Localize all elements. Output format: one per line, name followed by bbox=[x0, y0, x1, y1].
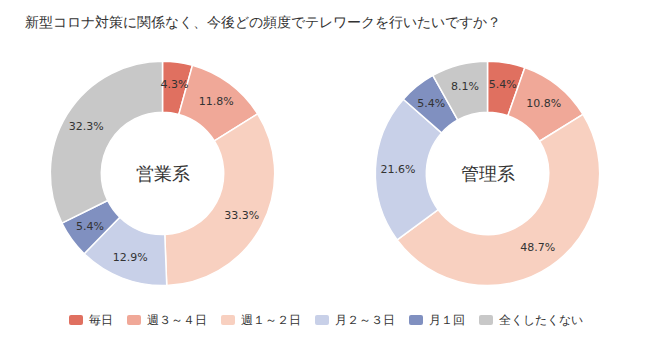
svg-text:8.1%: 8.1% bbox=[451, 80, 479, 93]
svg-text:5.4%: 5.4% bbox=[417, 97, 445, 110]
svg-text:新型コロナ対策に関係なく、今後どの頻度でテレワークを行いたい: 新型コロナ対策に関係なく、今後どの頻度でテレワークを行いたいですか？ bbox=[25, 14, 501, 30]
svg-text:月２～３日: 月２～３日 bbox=[335, 313, 395, 327]
svg-text:週３～４日: 週３～４日 bbox=[147, 313, 207, 327]
svg-text:5.4%: 5.4% bbox=[76, 220, 104, 233]
svg-text:営業系: 営業系 bbox=[136, 163, 190, 184]
svg-text:毎日: 毎日 bbox=[89, 313, 113, 327]
svg-text:10.8%: 10.8% bbox=[526, 97, 561, 110]
svg-text:全くしたくない: 全くしたくない bbox=[499, 313, 583, 327]
svg-text:月１回: 月１回 bbox=[429, 313, 465, 327]
svg-text:管理系: 管理系 bbox=[461, 163, 515, 184]
svg-text:48.7%: 48.7% bbox=[520, 241, 555, 254]
svg-text:21.6%: 21.6% bbox=[380, 163, 415, 176]
svg-text:4.3%: 4.3% bbox=[161, 78, 189, 91]
svg-text:週１～２日: 週１～２日 bbox=[241, 313, 301, 327]
svg-text:32.3%: 32.3% bbox=[69, 120, 104, 133]
svg-text:33.3%: 33.3% bbox=[224, 209, 259, 222]
svg-text:11.8%: 11.8% bbox=[199, 95, 234, 108]
svg-text:5.4%: 5.4% bbox=[489, 78, 517, 91]
svg-text:12.9%: 12.9% bbox=[113, 251, 148, 264]
